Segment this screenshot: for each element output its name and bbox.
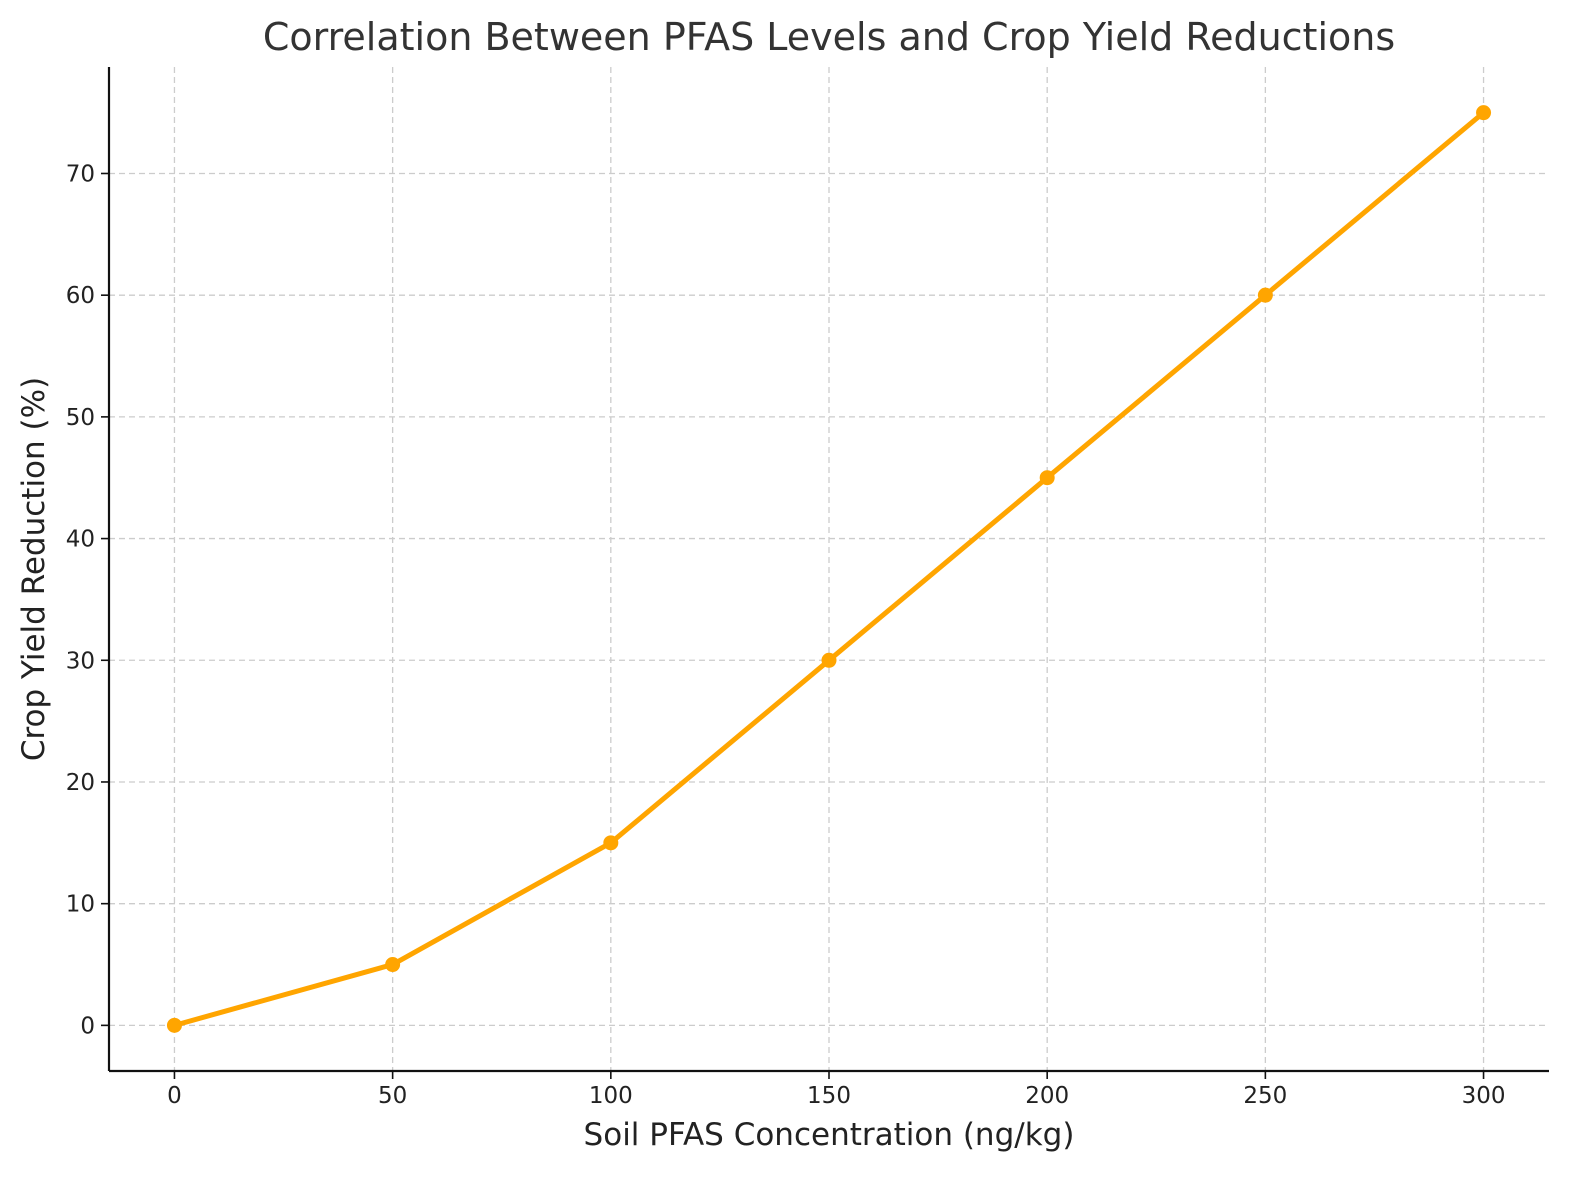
data-point bbox=[385, 957, 401, 973]
data-point bbox=[821, 652, 837, 668]
y-tick-label: 60 bbox=[66, 283, 95, 309]
data-point bbox=[603, 835, 619, 851]
x-tick-label: 50 bbox=[378, 1083, 407, 1109]
chart-title: Correlation Between PFAS Levels and Crop… bbox=[263, 15, 1395, 59]
y-axis-label: Crop Yield Reduction (%) bbox=[16, 377, 52, 761]
y-tick-label: 70 bbox=[66, 161, 95, 187]
x-tick-label: 150 bbox=[807, 1083, 851, 1109]
y-tick-label: 10 bbox=[66, 892, 95, 918]
data-point bbox=[1476, 105, 1492, 121]
axes bbox=[101, 67, 1549, 1079]
y-tick-label: 30 bbox=[66, 648, 95, 674]
x-tick-label: 200 bbox=[1025, 1083, 1069, 1109]
y-tick-label: 50 bbox=[66, 405, 95, 431]
y-tick-label: 0 bbox=[80, 1013, 95, 1039]
x-tick-label: 0 bbox=[167, 1083, 182, 1109]
x-tick-label: 100 bbox=[589, 1083, 633, 1109]
y-tick-label: 40 bbox=[66, 527, 95, 553]
data-point bbox=[1257, 287, 1273, 303]
y-tick-label: 20 bbox=[66, 770, 95, 796]
tick-labels: 0 50 100 150 200 250 300 0 10 20 30 40 50 60 70 bbox=[66, 161, 1506, 1109]
x-tick-label: 300 bbox=[1462, 1083, 1506, 1109]
data-point bbox=[1039, 470, 1055, 486]
series-layer bbox=[166, 105, 1492, 1033]
data-point bbox=[166, 1017, 182, 1033]
grid bbox=[109, 67, 1549, 1071]
x-axis-label: Soil PFAS Concentration (ng/kg) bbox=[584, 1117, 1075, 1153]
x-tick-label: 250 bbox=[1243, 1083, 1287, 1109]
